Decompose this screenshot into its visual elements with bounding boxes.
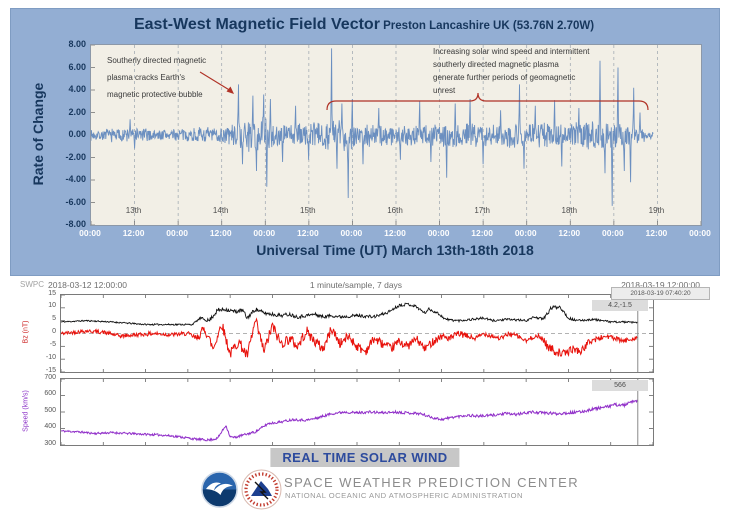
day-label: 13th (125, 206, 142, 215)
y-tick-label: 4.00 (68, 84, 86, 94)
x-tick-label: 12:00 (471, 228, 494, 238)
x-tick-label: 12:00 (645, 228, 668, 238)
swpc-timestamp-overlay: 2018-03-19 07:40:20 (611, 287, 710, 300)
magnetometer-plot-area (90, 44, 702, 226)
magnetometer-series (91, 45, 701, 225)
speed-panel (60, 378, 654, 446)
speed-series (61, 379, 653, 445)
y-tick-label: 8.00 (68, 39, 86, 49)
x-tick-label: 00:00 (601, 228, 624, 238)
y-tick-label: 6.00 (68, 61, 86, 72)
x-tick-label: 00:00 (689, 228, 711, 238)
y-tick-label: -4.00 (65, 174, 86, 184)
x-tick-label: 00:00 (253, 228, 276, 238)
panel-y-tick-label: 5 (52, 315, 56, 323)
y-tick-label: -6.00 (65, 196, 86, 207)
annotation-solar-wind: Increasing solar wind speed and intermit… (433, 47, 590, 95)
org-subname: NATIONAL OCEANIC AND ATMOSPHERIC ADMINIS… (285, 491, 523, 500)
real-time-solar-wind-banner: REAL TIME SOLAR WIND (270, 448, 460, 467)
x-tick-label: 00:00 (79, 228, 101, 238)
x-tick-label: 00:00 (340, 228, 363, 238)
panel-y-tick-label: 10 (48, 302, 56, 310)
swpc-logo (241, 469, 282, 510)
imf-panel (60, 294, 654, 373)
speed-axis-label: Speed (km/s) (22, 390, 30, 432)
day-label: 19th (648, 206, 665, 215)
speed-latest-value-box: 566 (592, 380, 648, 391)
x-tick-label: 12:00 (209, 228, 232, 238)
y-tick-label: 0.00 (68, 129, 86, 139)
swpc-logo-lightning-icon (254, 481, 269, 500)
swpc-logo-text-ring (244, 472, 279, 507)
panel-y-tick-label: -10 (45, 353, 56, 361)
annotation-southerly-plasma: Southerly directed magnetic plasma crack… (107, 56, 207, 99)
x-tick-label: 12:00 (558, 228, 581, 238)
x-tick-label: 00:00 (427, 228, 450, 238)
chart-title: East-West Magnetic Field Vector Preston … (10, 16, 718, 34)
x-tick-label: 12:00 (384, 228, 406, 238)
y-tick-label: -2.00 (65, 151, 86, 162)
panel-y-tick-label: 600 (44, 390, 56, 397)
panel-y-tick-label: 400 (44, 423, 56, 430)
panel-y-tick-label: 500 (44, 406, 56, 414)
y-axis-title: Rate of Change (30, 82, 46, 186)
day-label: 17th (474, 206, 490, 215)
day-label: 14th (212, 206, 229, 215)
x-tick-label: 12:00 (122, 228, 145, 238)
x-tick-label: 00:00 (166, 228, 189, 238)
day-label: 18th (561, 206, 578, 215)
y-tick-label: -8.00 (65, 219, 86, 229)
swpc-end-time: 2018-03-19 12:00:00 (621, 280, 700, 290)
day-label: 16th (387, 206, 403, 215)
imf-latest-value-box: 4.2,-1.5 (592, 300, 648, 311)
x-axis-title: Universal Time (UT) March 13th-18th 2018 (256, 242, 534, 258)
day-label: 15th (300, 206, 316, 215)
swpc-start-time: 2018-03-12 12:00:00 (48, 280, 127, 290)
panel-y-tick-label: -5 (49, 340, 56, 348)
panel-y-tick-label: 300 (44, 439, 56, 447)
imf-series (61, 295, 653, 372)
chart-title-sub: Preston Lancashire UK (53.76N 2.70W) (379, 20, 595, 32)
panel-y-tick-label: 700 (44, 373, 56, 381)
noaa-logo-sea (201, 489, 238, 508)
noaa-logo-bird-icon (206, 482, 233, 495)
panel-y-tick-label: -15 (45, 366, 56, 374)
imf-axis-label: Bz (nT) (22, 320, 30, 344)
y-tick-label: 2.00 (68, 106, 86, 117)
panel-y-tick-label: 15 (48, 289, 56, 297)
swpc-source-label: SWPC (20, 280, 44, 289)
noaa-logo (201, 471, 238, 508)
noaa-logo-ring (201, 471, 238, 508)
panel-y-tick-label: 0 (52, 328, 56, 335)
org-name: SPACE WEATHER PREDICTION CENTER (284, 475, 579, 490)
x-tick-label: 12:00 (296, 228, 319, 238)
x-tick-label: 00:00 (514, 228, 537, 238)
chart-title-main: East-West Magnetic Field Vector (133, 16, 380, 33)
swpc-sample-info: 1 minute/sample, 7 days (309, 280, 403, 290)
